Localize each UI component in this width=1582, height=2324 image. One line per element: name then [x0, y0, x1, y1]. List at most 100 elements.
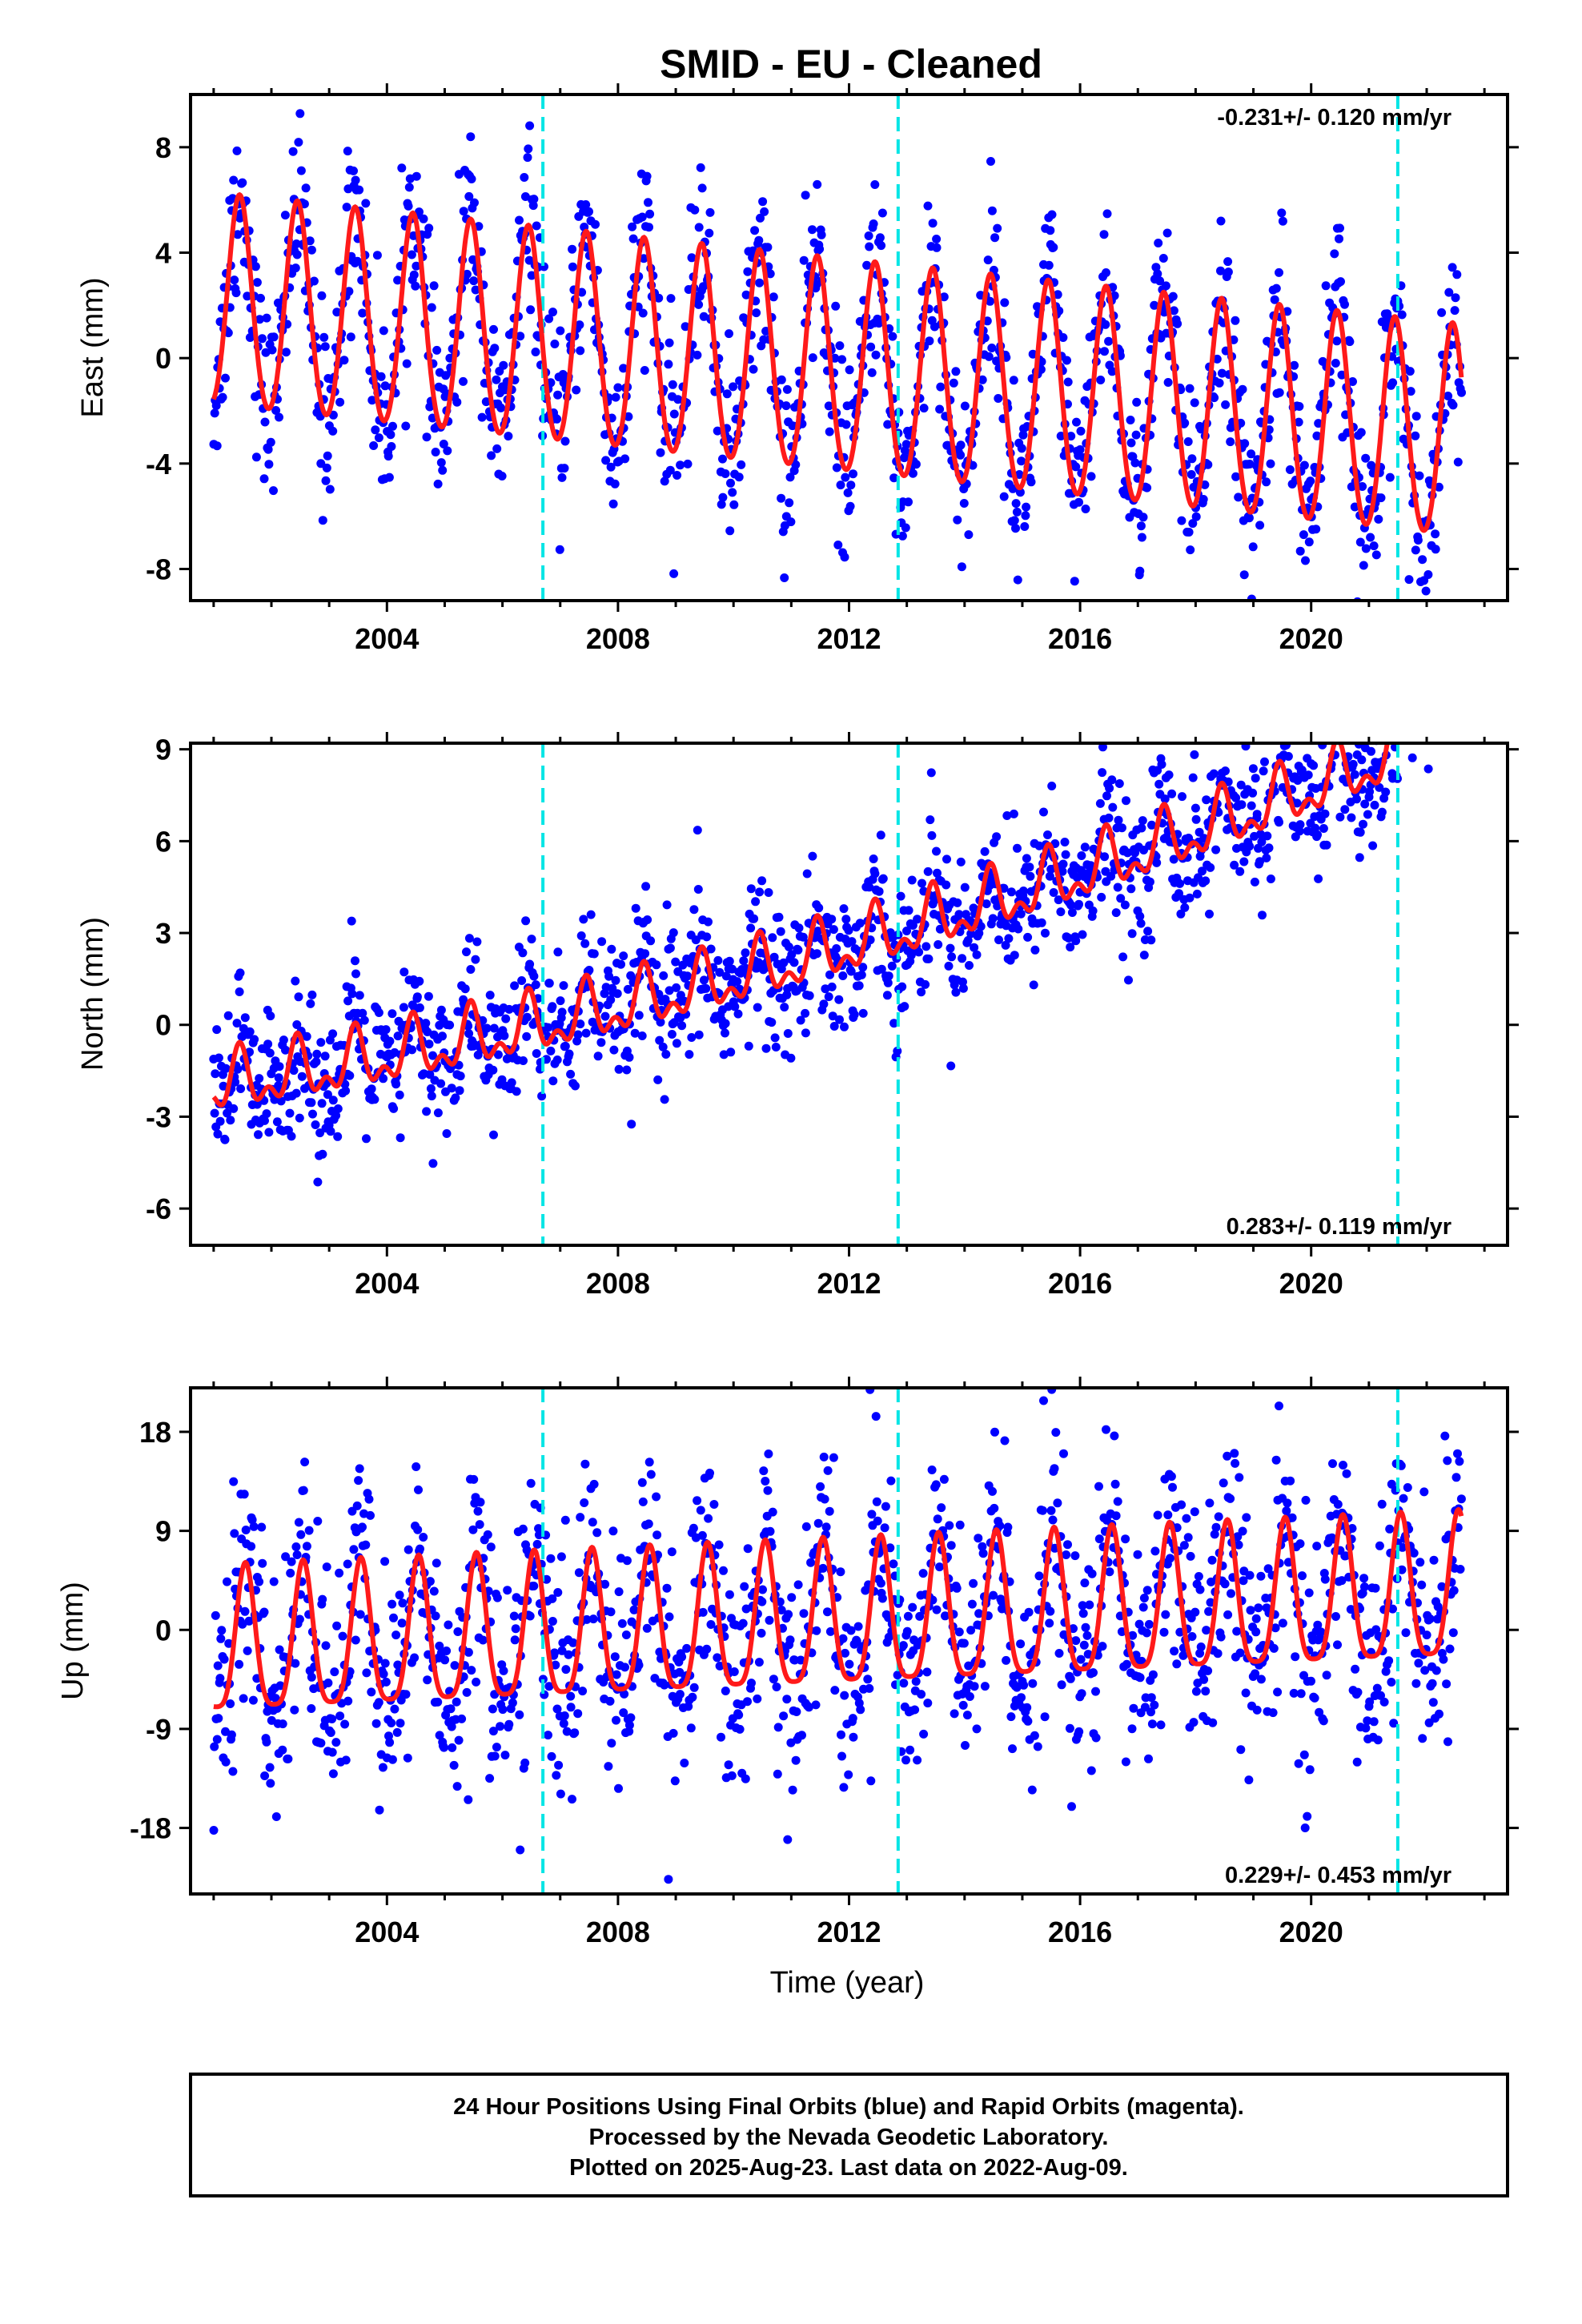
north-data-point — [1066, 943, 1075, 952]
up-data-point — [905, 1745, 915, 1755]
east-data-point — [956, 440, 966, 450]
up-data-point — [283, 1754, 293, 1763]
up-data-point — [286, 1568, 295, 1578]
north-data-point — [1380, 676, 1389, 685]
north-data-point — [808, 851, 817, 861]
east-data-point — [323, 451, 332, 460]
north-data-point — [529, 971, 539, 981]
up-data-point — [763, 1486, 773, 1495]
north-data-point — [1336, 730, 1345, 739]
north-data-point — [619, 951, 628, 961]
north-data-point — [646, 936, 656, 946]
north-data-point — [362, 1134, 371, 1144]
up-data-point — [1094, 1534, 1104, 1544]
north-data-point — [1230, 860, 1239, 870]
east-data-point — [874, 319, 884, 328]
up-data-point — [903, 1611, 913, 1621]
north-data-point — [1401, 710, 1410, 719]
up-data-point — [738, 1618, 748, 1628]
east-data-point — [1107, 367, 1117, 376]
up-data-point — [1082, 1630, 1092, 1640]
up-data-point — [381, 1677, 391, 1687]
east-data-point — [322, 463, 331, 472]
up-data-point — [358, 1522, 367, 1532]
north-data-point — [214, 1053, 223, 1063]
north-data-point — [1436, 680, 1445, 689]
north-data-point — [307, 990, 317, 999]
east-data-point — [1017, 456, 1026, 466]
up-data-point — [637, 1478, 647, 1487]
up-data-point — [1300, 1823, 1310, 1832]
up-data-point — [214, 1714, 223, 1723]
north-data-point — [308, 1109, 317, 1119]
east-data-point — [452, 397, 462, 407]
north-data-point — [1383, 733, 1391, 742]
east-data-point — [296, 166, 306, 175]
up-data-point — [247, 1542, 256, 1551]
north-data-point — [914, 947, 924, 957]
up-data-point — [1387, 1678, 1396, 1687]
north-data-point — [1245, 842, 1255, 851]
up-data-point — [1395, 1361, 1404, 1370]
north-data-point — [355, 991, 364, 1000]
east-data-point — [1203, 460, 1213, 469]
north-data-point — [584, 966, 594, 975]
up-data-point — [509, 1611, 519, 1621]
north-data-point — [942, 854, 951, 864]
up-rate-label: 0.229+/- 0.453 mm/yr — [1225, 1863, 1452, 1888]
east-data-point — [557, 472, 567, 482]
north-data-point — [1206, 862, 1215, 872]
north-data-point — [1066, 900, 1076, 910]
up-data-point — [1202, 1626, 1211, 1635]
north-data-point — [333, 1104, 343, 1113]
north-data-point — [1192, 889, 1202, 899]
north-data-point — [211, 1069, 220, 1079]
north-data-point — [1105, 783, 1114, 793]
north-data-point — [396, 1133, 405, 1143]
x-axis-label: Time (year) — [770, 1966, 925, 2000]
north-data-point — [1335, 729, 1343, 738]
up-data-point — [761, 1477, 770, 1486]
up-data-point — [1241, 1688, 1251, 1698]
up-data-point — [1206, 1598, 1215, 1607]
up-data-point — [1414, 1659, 1423, 1668]
up-y-tick-label: 0 — [155, 1614, 171, 1647]
up-data-point — [959, 1638, 969, 1648]
up-data-point — [1110, 1479, 1120, 1489]
up-data-point — [1273, 1687, 1283, 1697]
east-data-point — [438, 465, 448, 475]
north-data-point — [1433, 639, 1442, 648]
up-data-point — [1183, 1533, 1193, 1542]
east-data-point — [1231, 316, 1240, 325]
east-data-point — [531, 348, 540, 356]
up-data-point — [1062, 1550, 1071, 1559]
north-data-point — [878, 874, 888, 883]
up-data-point — [1377, 1499, 1387, 1509]
east-data-point — [316, 459, 326, 468]
up-data-point — [292, 1550, 302, 1559]
up-data-point — [1175, 1627, 1185, 1637]
up-data-point — [331, 1738, 341, 1747]
north-data-point — [706, 944, 716, 954]
east-data-point — [1437, 308, 1447, 317]
north-data-point — [874, 887, 884, 896]
north-data-point — [1357, 755, 1367, 765]
up-data-point — [836, 1567, 845, 1577]
east-data-point — [415, 207, 424, 217]
up-data-point — [1008, 1744, 1017, 1754]
up-data-point — [706, 1620, 716, 1629]
north-data-point — [659, 971, 669, 980]
east-data-point — [464, 191, 474, 201]
north-data-point — [1362, 729, 1371, 738]
up-data-point — [1223, 1451, 1232, 1461]
up-data-point — [1214, 1512, 1223, 1522]
up-data-point — [1422, 1630, 1431, 1640]
up-data-point — [228, 1767, 238, 1776]
north-data-point — [693, 885, 703, 894]
north-data-point — [266, 1011, 275, 1021]
north-data-point — [1450, 618, 1459, 627]
up-data-point — [821, 1522, 831, 1532]
east-data-point — [492, 444, 502, 453]
east-data-point — [548, 308, 557, 317]
